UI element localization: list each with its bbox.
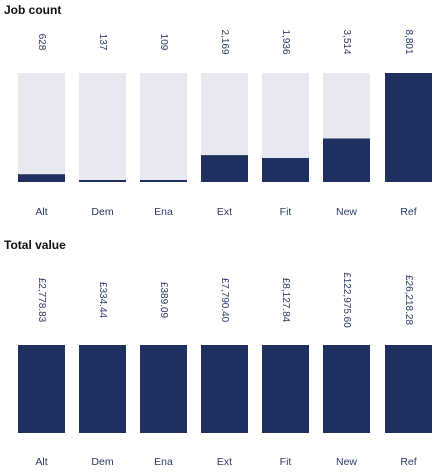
bar-ena [140, 180, 187, 182]
category-label-alt: Alt [35, 456, 47, 468]
category-label-alt: Alt [35, 206, 47, 218]
total-value-title: Total value [4, 238, 66, 252]
job-count-title: Job count [4, 3, 62, 17]
value-label-dem: £334.44 [97, 282, 108, 319]
value-label-ena: £389.09 [158, 282, 169, 319]
category-label-dem: Dem [91, 206, 113, 218]
category-label-fit: Fit [280, 456, 292, 468]
value-label-fit: £8,127.84 [280, 278, 291, 323]
value-label-alt: 628 [36, 34, 47, 51]
bar-fit [262, 345, 309, 433]
value-label-ref: 8,801 [403, 29, 414, 54]
category-label-ena: Ena [154, 456, 173, 468]
bar-ref [385, 345, 432, 433]
bar-dem [79, 180, 126, 182]
bar-ext [201, 345, 248, 433]
bar-ext [201, 155, 248, 182]
category-label-ena: Ena [154, 206, 173, 218]
bar-track-ena [140, 73, 187, 182]
bar-alt [18, 345, 65, 433]
category-label-ref: Ref [400, 206, 416, 218]
value-label-alt: £2,778.83 [36, 278, 47, 323]
bar-track-alt [18, 73, 65, 182]
value-label-new: 3,514 [341, 29, 352, 54]
category-label-ext: Ext [217, 206, 232, 218]
bar-track-dem [79, 73, 126, 182]
bar-new [323, 138, 370, 182]
value-label-new: £122,975.60 [341, 272, 352, 328]
value-label-fit: 1,936 [280, 29, 291, 54]
category-label-ext: Ext [217, 456, 232, 468]
value-label-dem: 137 [97, 34, 108, 51]
category-label-new: New [336, 206, 357, 218]
bar-fit [262, 158, 309, 182]
value-label-ena: 109 [158, 34, 169, 51]
value-label-ext: £7,790.40 [219, 278, 230, 323]
bar-dem [79, 345, 126, 433]
bar-ref [385, 73, 432, 182]
category-label-fit: Fit [280, 206, 292, 218]
bar-new [323, 345, 370, 433]
category-label-new: New [336, 456, 357, 468]
category-label-dem: Dem [91, 456, 113, 468]
value-label-ref: £26,218.28 [403, 275, 414, 325]
bar-alt [18, 174, 65, 182]
category-label-ref: Ref [400, 456, 416, 468]
bar-ena [140, 345, 187, 433]
value-label-ext: 2,169 [219, 29, 230, 54]
